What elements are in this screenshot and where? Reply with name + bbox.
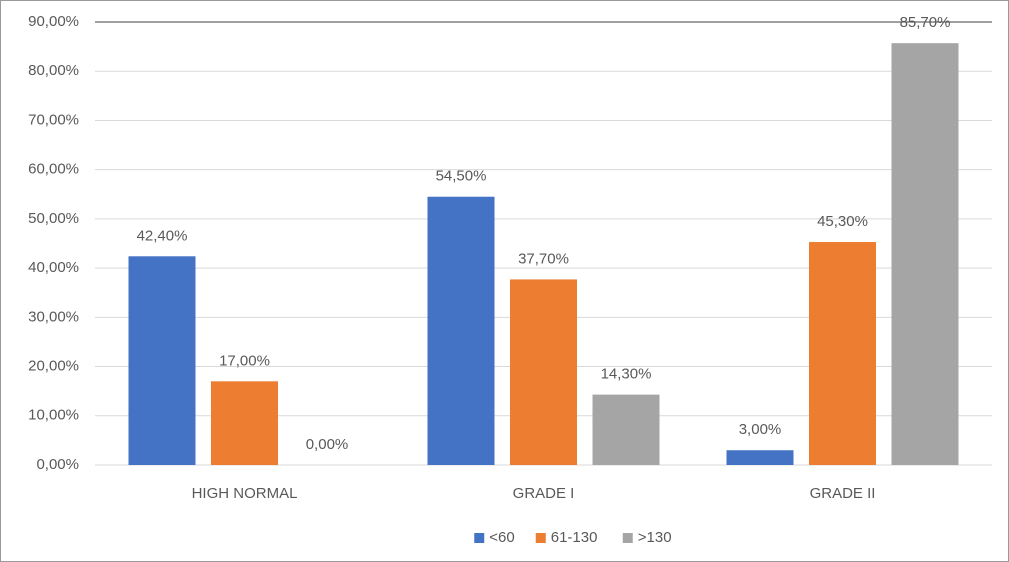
y-tick-label: 30,00% <box>28 308 79 325</box>
bar <box>891 43 959 465</box>
value-label: 37,70% <box>518 250 569 267</box>
y-tick-label: 40,00% <box>28 259 79 276</box>
y-tick-label: 0,00% <box>36 456 79 473</box>
bar <box>726 450 794 465</box>
y-tick-label: 20,00% <box>28 358 79 375</box>
y-tick-label: 10,00% <box>28 407 79 424</box>
bar <box>128 256 196 465</box>
x-tick-label: GRADE I <box>513 485 575 502</box>
value-label: 14,30% <box>601 366 652 383</box>
bar <box>427 196 495 465</box>
legend-swatch <box>535 533 546 543</box>
y-tick-label: 80,00% <box>28 62 79 79</box>
legend-swatch <box>622 533 633 543</box>
value-label: 42,40% <box>137 227 188 244</box>
value-label: 54,50% <box>436 168 487 185</box>
legend-label: >130 <box>638 529 672 546</box>
y-tick-label: 50,00% <box>28 210 79 227</box>
legend-label: 61-130 <box>551 529 598 546</box>
bar <box>510 279 577 465</box>
value-label: 0,00% <box>306 436 349 453</box>
y-tick-label: 70,00% <box>28 111 79 128</box>
bar <box>211 381 278 465</box>
bar <box>809 242 876 465</box>
value-label: 85,70% <box>900 14 951 31</box>
value-label: 17,00% <box>219 352 270 369</box>
legend-label: <60 <box>489 529 514 546</box>
y-tick-label: 60,00% <box>28 161 79 178</box>
x-tick-label: GRADE II <box>810 485 876 502</box>
value-label: 3,00% <box>739 421 782 438</box>
x-tick-label: HIGH NORMAL <box>192 485 298 502</box>
bar <box>592 394 660 465</box>
value-label: 45,30% <box>817 213 868 230</box>
y-tick-label: 90,00% <box>28 13 79 30</box>
legend-swatch <box>474 533 485 543</box>
